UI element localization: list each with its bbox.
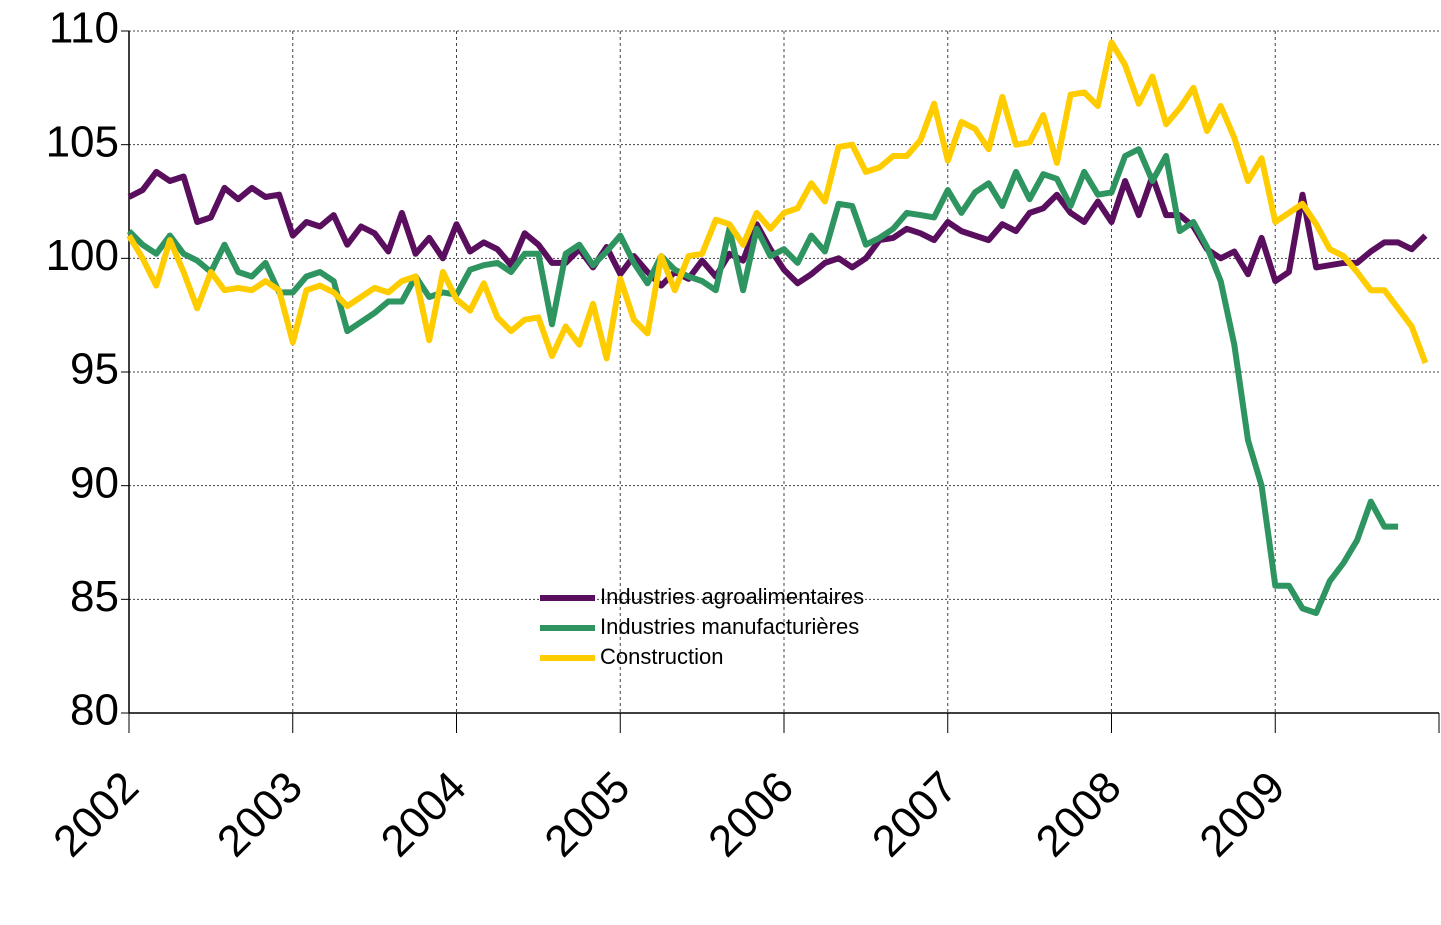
x-tick-label: 2003	[208, 762, 312, 866]
series-line	[126, 146, 1399, 616]
legend-label: Industries agroalimentaires	[600, 584, 864, 609]
legend-label: Industries manufacturières	[600, 614, 859, 639]
y-tick-label: 95	[70, 345, 119, 394]
x-tick-label: 2008	[1027, 762, 1131, 866]
y-tick-label: 100	[46, 231, 119, 280]
legend-label: Construction	[600, 644, 724, 669]
y-tick-label: 105	[46, 117, 119, 166]
x-tick-label: 2007	[863, 762, 967, 866]
x-tick-label: 2002	[44, 762, 148, 866]
x-tick-label: 2009	[1190, 762, 1294, 866]
y-tick-label: 85	[70, 572, 119, 621]
x-tick-label: 2006	[699, 762, 803, 866]
x-tick-label: 2005	[535, 762, 639, 866]
y-tick-label: 90	[70, 458, 119, 507]
x-tick-label: 2004	[372, 762, 476, 866]
series-line	[126, 39, 1429, 364]
series-line	[127, 168, 1428, 289]
y-tick-label: 110	[49, 4, 119, 53]
y-tick-label: 80	[70, 686, 119, 735]
